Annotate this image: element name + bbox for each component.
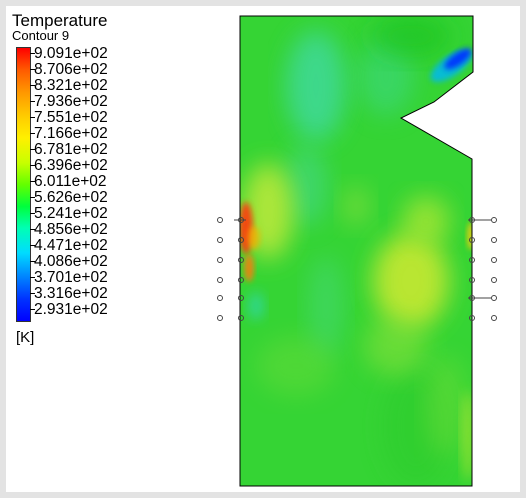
left-inlet-markers	[217, 217, 246, 321]
tick-mark	[30, 101, 35, 102]
tick-label: 5.241e+02	[34, 205, 108, 222]
tick-mark	[30, 181, 35, 182]
tick-label: 4.086e+02	[34, 253, 108, 270]
tick-label: 9.091e+02	[34, 45, 108, 62]
tick-mark	[30, 293, 35, 294]
colorbar	[16, 47, 31, 322]
tick-label: 8.706e+02	[34, 61, 108, 78]
legend-unit-label: [K]	[16, 329, 35, 346]
tick-mark	[30, 213, 35, 214]
tick-label: 2.931e+02	[34, 301, 108, 318]
graphics-viewport[interactable]: Temperature Contour 9 9.091e+02 8.706e+0…	[6, 6, 520, 492]
tick-mark	[30, 85, 35, 86]
tick-mark	[30, 149, 35, 150]
tick-label: 7.166e+02	[34, 125, 108, 142]
tick-label: 6.781e+02	[34, 141, 108, 158]
tick-mark	[30, 53, 35, 54]
tick-label: 6.011e+02	[34, 173, 107, 190]
domain-outline	[239, 15, 474, 487]
tick-mark	[30, 229, 35, 230]
legend-subtitle: Contour 9	[12, 28, 70, 43]
tick-mark	[30, 165, 35, 166]
contour-field	[240, 16, 473, 486]
tick-mark	[30, 277, 35, 278]
tick-label: 3.701e+02	[34, 269, 108, 286]
tick-mark	[30, 309, 35, 310]
tick-label: 5.626e+02	[34, 189, 108, 206]
tick-mark	[30, 261, 35, 262]
tick-label: 4.856e+02	[34, 221, 108, 238]
tick-label: 6.396e+02	[34, 157, 108, 174]
right-inlet-markers	[468, 217, 497, 321]
temperature-contour-plot	[217, 15, 497, 487]
tick-mark	[30, 245, 35, 246]
tick-label: 3.316e+02	[34, 285, 108, 302]
tick-mark	[30, 69, 35, 70]
tick-label: 8.321e+02	[34, 77, 108, 94]
tick-label: 4.471e+02	[34, 237, 108, 254]
tick-mark	[30, 117, 35, 118]
tick-label: 7.551e+02	[34, 109, 108, 126]
legend-title: Temperature	[12, 11, 108, 30]
tick-mark	[30, 133, 35, 134]
tick-label: 7.936e+02	[34, 93, 108, 110]
tick-mark	[30, 197, 35, 198]
